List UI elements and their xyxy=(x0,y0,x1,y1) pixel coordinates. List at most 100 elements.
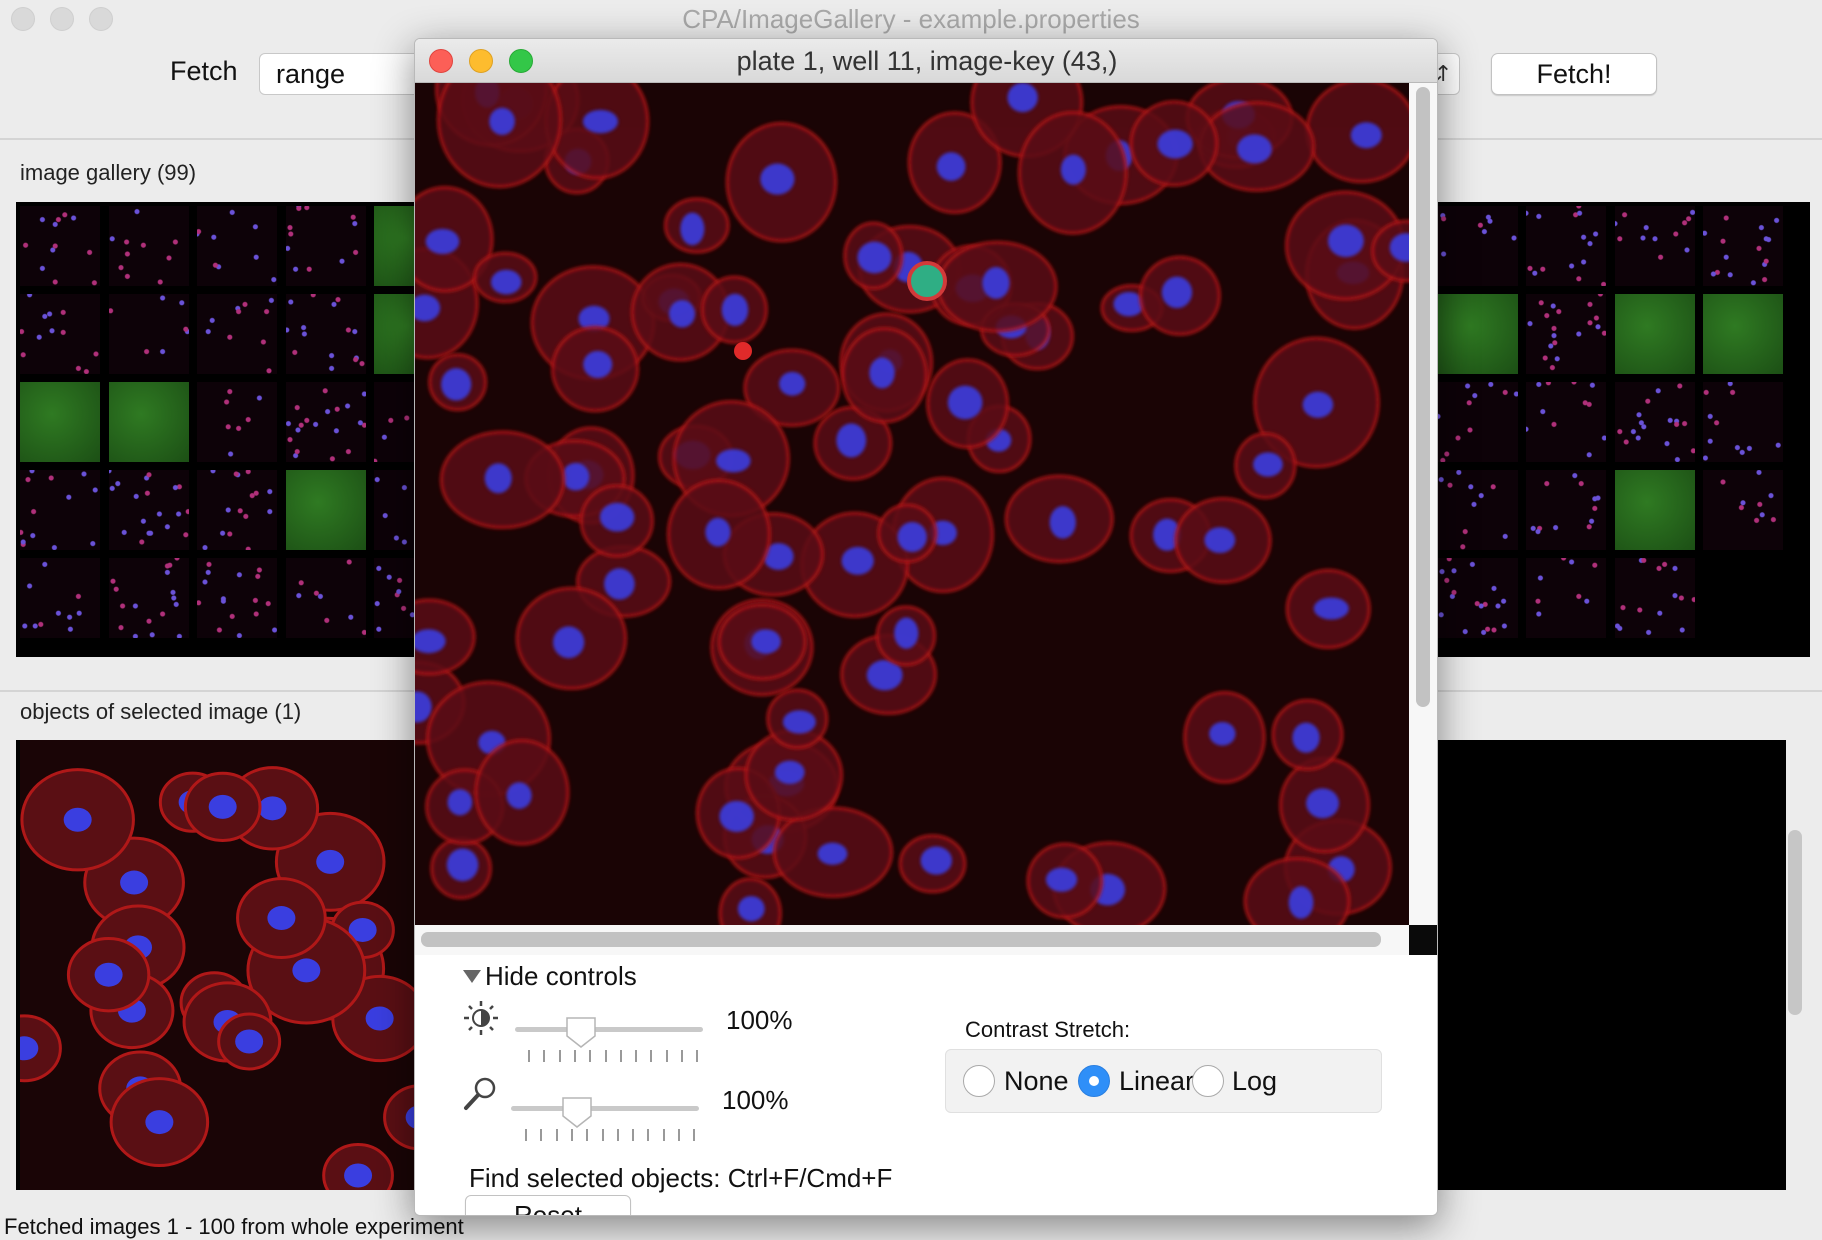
brightness-slider[interactable] xyxy=(515,1027,703,1032)
cell-nucleus xyxy=(680,212,705,246)
cell-nucleus xyxy=(1302,391,1334,418)
slider-tick xyxy=(555,1129,558,1141)
cell-nucleus xyxy=(1045,867,1078,892)
gallery-thumbnail[interactable] xyxy=(108,558,189,638)
gallery-thumbnail[interactable] xyxy=(1614,558,1695,638)
slider-tick xyxy=(632,1129,635,1141)
gallery-thumbnail[interactable] xyxy=(1614,294,1695,374)
contrast-linear-label[interactable]: Linear xyxy=(1119,1066,1195,1096)
gallery-thumbnail[interactable] xyxy=(1437,470,1518,550)
slider-tick xyxy=(558,1050,561,1062)
gallery-thumbnail[interactable] xyxy=(108,294,189,374)
microscopy-image[interactable] xyxy=(415,83,1409,925)
cell-image[interactable] xyxy=(415,83,1409,925)
gallery-thumbnail[interactable] xyxy=(108,382,189,462)
gallery-thumbnail[interactable] xyxy=(197,382,278,462)
gallery-thumbnail[interactable] xyxy=(197,206,278,286)
gallery-thumbnail[interactable] xyxy=(1526,470,1607,550)
cell-nucleus xyxy=(582,109,619,134)
cell-nucleus xyxy=(669,300,696,328)
contrast-log-radio[interactable] xyxy=(1192,1065,1224,1097)
fetch-button[interactable]: Fetch! xyxy=(1491,53,1657,95)
cell-nucleus xyxy=(1350,122,1382,149)
gallery-thumbnail[interactable] xyxy=(285,558,366,638)
highlighted-cell[interactable] xyxy=(907,261,947,301)
gallery-thumbnail[interactable] xyxy=(285,294,366,374)
zoom-button[interactable] xyxy=(509,49,533,73)
gallery-thumbnail[interactable] xyxy=(1703,294,1784,374)
cell-nucleus xyxy=(604,568,635,600)
close-button[interactable] xyxy=(429,49,453,73)
zoom-ticks xyxy=(525,1129,696,1141)
zoom-slider[interactable] xyxy=(511,1106,699,1111)
objects-scrollbar[interactable] xyxy=(1788,830,1802,1015)
cell-nucleus xyxy=(737,896,765,922)
cell-nucleus xyxy=(489,107,515,135)
cell-nucleus xyxy=(774,760,805,784)
cell-nucleus xyxy=(841,546,874,575)
cell-nucleus xyxy=(316,849,345,874)
zoom-value: 100% xyxy=(722,1085,789,1115)
cell-nucleus xyxy=(836,423,867,458)
slider-tick xyxy=(665,1050,668,1062)
cell-nucleus xyxy=(1288,886,1314,919)
cell-nucleus xyxy=(779,371,806,396)
gallery-thumbnail[interactable] xyxy=(1526,294,1607,374)
reset-button[interactable]: Reset xyxy=(465,1195,631,1215)
gallery-thumbnail[interactable] xyxy=(20,206,100,286)
hide-controls-toggle[interactable]: Hide controls xyxy=(463,961,637,992)
gallery-thumbnail[interactable] xyxy=(1614,382,1695,462)
contrast-none-radio[interactable] xyxy=(963,1065,995,1097)
minimize-button[interactable] xyxy=(469,49,493,73)
slider-tick xyxy=(619,1050,622,1062)
close-window-button[interactable] xyxy=(11,7,35,31)
gallery-thumbnail[interactable] xyxy=(197,470,278,550)
gallery-thumbnail[interactable] xyxy=(108,206,189,286)
fetch-mode-select[interactable]: range xyxy=(259,53,429,95)
gallery-thumbnail[interactable] xyxy=(285,382,366,462)
cell-nucleus xyxy=(1313,597,1349,620)
gallery-thumbnail[interactable] xyxy=(108,470,189,550)
gallery-thumbnail[interactable] xyxy=(20,294,100,374)
gallery-thumbnail[interactable] xyxy=(1703,206,1784,286)
gallery-thumbnail[interactable] xyxy=(20,470,100,550)
gallery-thumbnail[interactable] xyxy=(197,558,278,638)
contrast-none-label[interactable]: None xyxy=(1004,1066,1069,1096)
cell-nucleus xyxy=(763,543,794,570)
vertical-scrollbar[interactable] xyxy=(1416,87,1430,707)
gallery-thumbnail[interactable] xyxy=(1526,206,1607,286)
gallery-thumbnail[interactable] xyxy=(20,558,100,638)
cell-nucleus xyxy=(583,350,613,379)
contrast-linear-radio[interactable] xyxy=(1078,1065,1110,1097)
gallery-thumbnail[interactable] xyxy=(1526,558,1607,638)
gallery-thumbnail[interactable] xyxy=(1703,470,1784,550)
zoom-slider-knob[interactable] xyxy=(560,1095,594,1129)
contrast-log-label[interactable]: Log xyxy=(1232,1066,1278,1096)
gallery-thumbnail[interactable] xyxy=(20,382,100,462)
slider-tick xyxy=(678,1129,680,1141)
image-viewer-window: plate 1, well 11, image-key (43,) Hide c… xyxy=(414,38,1438,1216)
gallery-thumbnail[interactable] xyxy=(1437,558,1518,638)
hide-controls-label: Hide controls xyxy=(485,961,637,991)
cell-nucleus xyxy=(484,463,512,494)
gallery-thumbnail[interactable] xyxy=(1526,382,1607,462)
object-image[interactable] xyxy=(20,740,420,1190)
gallery-thumbnail[interactable] xyxy=(1614,470,1695,550)
zoom-window-button[interactable] xyxy=(89,7,113,31)
gallery-thumbnail[interactable] xyxy=(1614,206,1695,286)
horizontal-scrollbar[interactable] xyxy=(421,932,1381,947)
minimize-window-button[interactable] xyxy=(50,7,74,31)
gallery-thumbnail[interactable] xyxy=(1437,206,1518,286)
gallery-thumbnail[interactable] xyxy=(197,294,278,374)
gallery-thumbnail[interactable] xyxy=(1437,294,1518,374)
cell-body xyxy=(20,1014,62,1083)
gallery-thumbnail[interactable] xyxy=(285,470,366,550)
gallery-thumbnail[interactable] xyxy=(1437,382,1518,462)
gallery-thumbnail[interactable] xyxy=(1703,382,1784,462)
brightness-slider-knob[interactable] xyxy=(564,1015,598,1049)
cell-nucleus xyxy=(947,385,983,420)
gallery-thumbnail[interactable] xyxy=(285,206,366,286)
slider-tick xyxy=(681,1050,683,1062)
cell-nucleus xyxy=(869,357,895,389)
slider-tick xyxy=(635,1050,638,1062)
